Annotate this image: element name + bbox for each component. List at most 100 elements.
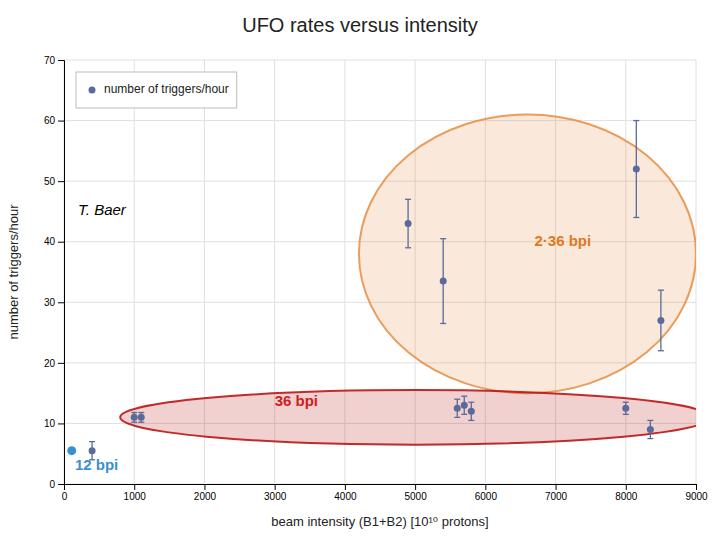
error-cap — [440, 323, 446, 324]
legend-label: number of triggers/hour — [104, 82, 229, 96]
point — [657, 317, 664, 324]
x-tick-label: 4000 — [334, 491, 357, 502]
y-tick-label: 70 — [44, 55, 56, 66]
x-tick: 8000 — [615, 484, 638, 502]
x-tick: 0 — [62, 484, 68, 502]
x-tick-label: 8000 — [615, 491, 638, 502]
y-tick-mark — [58, 363, 64, 364]
x-tick-mark — [204, 484, 205, 490]
error-cap — [405, 199, 411, 200]
y-tick: 30 — [44, 297, 64, 308]
error-cap — [658, 290, 664, 291]
y-tick: 40 — [44, 236, 64, 247]
y-tick: 20 — [44, 358, 64, 369]
title: UFO rates versus intensity — [242, 14, 478, 36]
error-cap — [405, 247, 411, 248]
point — [138, 414, 145, 421]
x-tick-mark — [415, 484, 416, 490]
error-cap — [461, 414, 467, 415]
point — [647, 426, 654, 433]
x-tick-mark — [556, 484, 557, 490]
x-tick-mark — [275, 484, 276, 490]
legend-marker — [89, 87, 96, 94]
x-tick-mark — [345, 484, 346, 490]
legend-box — [76, 72, 237, 108]
y-tick: 10 — [44, 418, 64, 429]
marks — [67, 115, 696, 460]
grid-line-y — [64, 120, 696, 121]
x-tick-label: 6000 — [475, 491, 498, 502]
annotations: 12 bpi36 bpi2·36 bpiT. Baer — [75, 201, 591, 472]
point — [440, 278, 447, 285]
x-tick-label: 2000 — [194, 491, 217, 502]
x-tick-label: 0 — [62, 491, 68, 502]
x-tick: 5000 — [404, 484, 427, 502]
error-cap — [647, 420, 653, 421]
y-tick-mark — [58, 484, 64, 485]
x-tick: 2000 — [194, 484, 217, 502]
y-tick-mark — [58, 121, 64, 122]
point — [468, 408, 475, 415]
error-cap — [461, 396, 467, 397]
series — [89, 121, 665, 460]
y-tick-mark — [58, 181, 64, 182]
annotation: 36 bpi — [275, 392, 318, 409]
error-cap — [633, 120, 639, 121]
chart: UFO rates versus intensity 0 1000 2000 3000 4… — [0, 0, 720, 540]
point — [454, 405, 461, 412]
x-tick-label: 7000 — [545, 491, 568, 502]
x-tick-label: 3000 — [264, 491, 287, 502]
x-axis: 0 1000 2000 3000 4000 5000 6000 7000 8000 9000 — [62, 484, 708, 502]
point — [405, 220, 412, 227]
y-tick-label: 40 — [44, 236, 56, 247]
x-tick: 3000 — [264, 484, 287, 502]
x-tick: 1000 — [124, 484, 147, 502]
x-tick: 9000 — [685, 484, 708, 502]
ellipse — [120, 390, 696, 445]
y-axis-title: number of triggers/hour — [6, 204, 21, 340]
error-cap — [658, 350, 664, 351]
error-cap — [454, 399, 460, 400]
error-cap — [454, 417, 460, 418]
legend: number of triggers/hour — [76, 72, 237, 108]
point — [622, 405, 629, 412]
annotation: T. Baer — [78, 201, 127, 218]
annotation: 12 bpi — [75, 456, 118, 473]
y-tick-label: 50 — [44, 176, 56, 187]
x-axis-line — [65, 485, 697, 491]
x-tick: 7000 — [545, 484, 568, 502]
x-tick-label: 9000 — [685, 491, 708, 502]
error-cap — [623, 402, 629, 403]
x-tick-mark — [134, 484, 135, 490]
x-tick-label: 5000 — [404, 491, 427, 502]
ellipse — [359, 115, 696, 394]
y-axis-line — [58, 61, 65, 485]
y-tick: 70 — [44, 55, 64, 66]
x-tick-mark — [696, 484, 697, 490]
error-cap — [647, 438, 653, 439]
x-axis-title: beam intensity (B1+B2) [10¹⁰ protons] — [271, 514, 488, 529]
point — [633, 166, 640, 173]
y-tick-mark — [58, 423, 64, 424]
error-cap — [89, 441, 95, 442]
error-cap — [131, 412, 137, 413]
y-tick-mark — [58, 60, 64, 61]
y-tick-mark — [58, 302, 64, 303]
point — [89, 447, 96, 454]
y-tick-label: 20 — [44, 358, 56, 369]
y-tick-label: 10 — [44, 418, 56, 429]
error-cap — [138, 422, 144, 423]
point — [461, 402, 468, 409]
error-cap — [440, 238, 446, 239]
error-cap — [468, 420, 474, 421]
plot: 0 1000 2000 3000 4000 5000 6000 7000 8000 9000 0 10… — [6, 55, 710, 529]
x-tick-label: 1000 — [124, 491, 147, 502]
y-tick-label: 60 — [44, 115, 56, 126]
error-cap — [131, 422, 137, 423]
x-tick-mark — [485, 484, 486, 490]
y-tick-label: 30 — [44, 297, 56, 308]
y-tick-mark — [58, 242, 64, 243]
y-tick-label: 0 — [49, 479, 55, 490]
y-tick: 50 — [44, 176, 64, 187]
error-cap — [468, 402, 474, 403]
